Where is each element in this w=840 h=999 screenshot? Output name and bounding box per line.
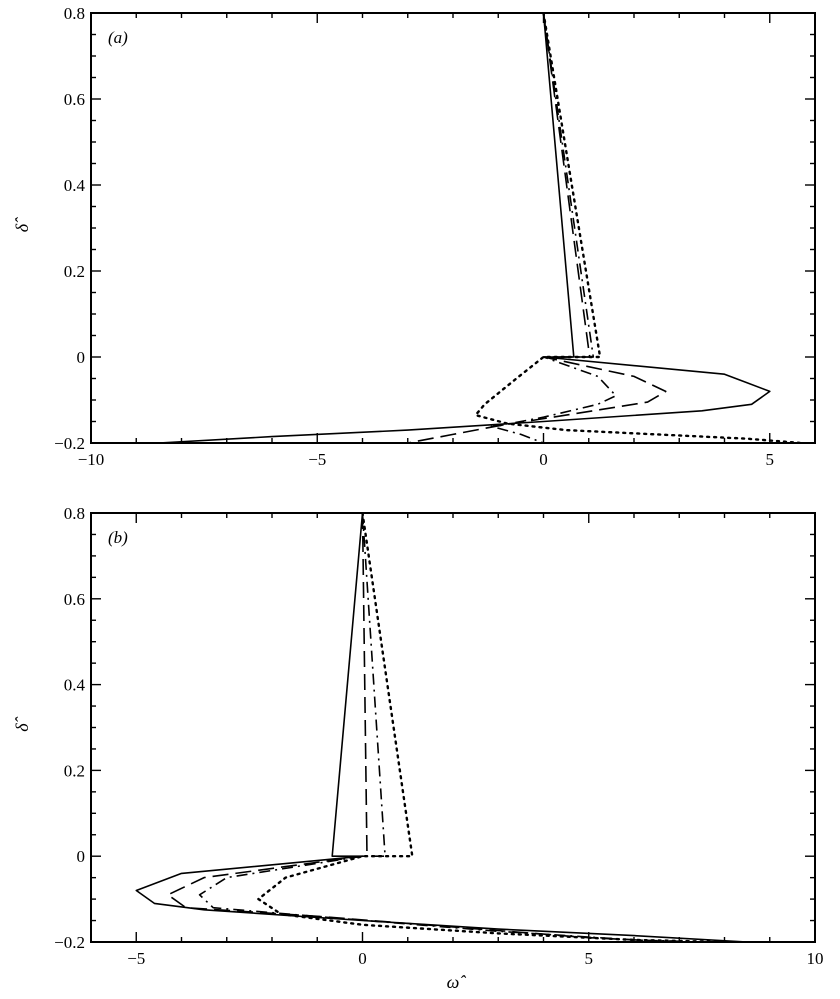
- x-tick-label: 0: [358, 949, 367, 968]
- x-axis-label: ω̂: [447, 972, 467, 992]
- x-tick-label: −5: [308, 450, 326, 469]
- series-line-dashdot-panel-2: [198, 513, 702, 942]
- y-tick-label: 0.6: [64, 90, 85, 109]
- x-tick-label: −10: [78, 450, 105, 469]
- y-axis-label: δ̂: [12, 716, 32, 731]
- series-line-dashdot-panel-1: [488, 13, 617, 443]
- plot-frame-1: [90, 12, 816, 444]
- y-tick-label: 0.8: [64, 4, 85, 23]
- x-tick-label: 5: [585, 949, 594, 968]
- panel-label: (a): [108, 28, 128, 47]
- y-tick-label: −0.2: [54, 434, 85, 453]
- x-tick-label: 10: [807, 949, 824, 968]
- y-tick-label: 0.2: [64, 262, 85, 281]
- series-line-solid-panel-2: [135, 513, 748, 942]
- y-axis-label: δ̂: [12, 217, 32, 232]
- y-tick-label: 0.6: [64, 590, 85, 609]
- series-line-dotted-panel-1: [474, 13, 803, 443]
- y-tick-label: −0.2: [54, 933, 85, 952]
- x-tick-label: 5: [766, 450, 775, 469]
- plot-frame-2: [90, 512, 816, 943]
- series-line-dashed-panel-1: [407, 13, 667, 443]
- y-tick-label: 0.4: [64, 176, 86, 195]
- y-tick-label: 0.2: [64, 761, 85, 780]
- y-tick-label: 0.8: [64, 504, 85, 523]
- x-tick-label: −5: [127, 949, 145, 968]
- series-line-dashed-panel-2: [167, 513, 680, 942]
- panel-label: (b): [108, 528, 128, 547]
- y-tick-label: 0: [77, 348, 86, 367]
- x-tick-label: 0: [539, 450, 548, 469]
- series-line-dotted-panel-2: [257, 513, 726, 942]
- series-line-solid-panel-1: [158, 13, 771, 443]
- y-tick-label: 0.4: [64, 676, 86, 695]
- y-tick-label: 0: [77, 847, 86, 866]
